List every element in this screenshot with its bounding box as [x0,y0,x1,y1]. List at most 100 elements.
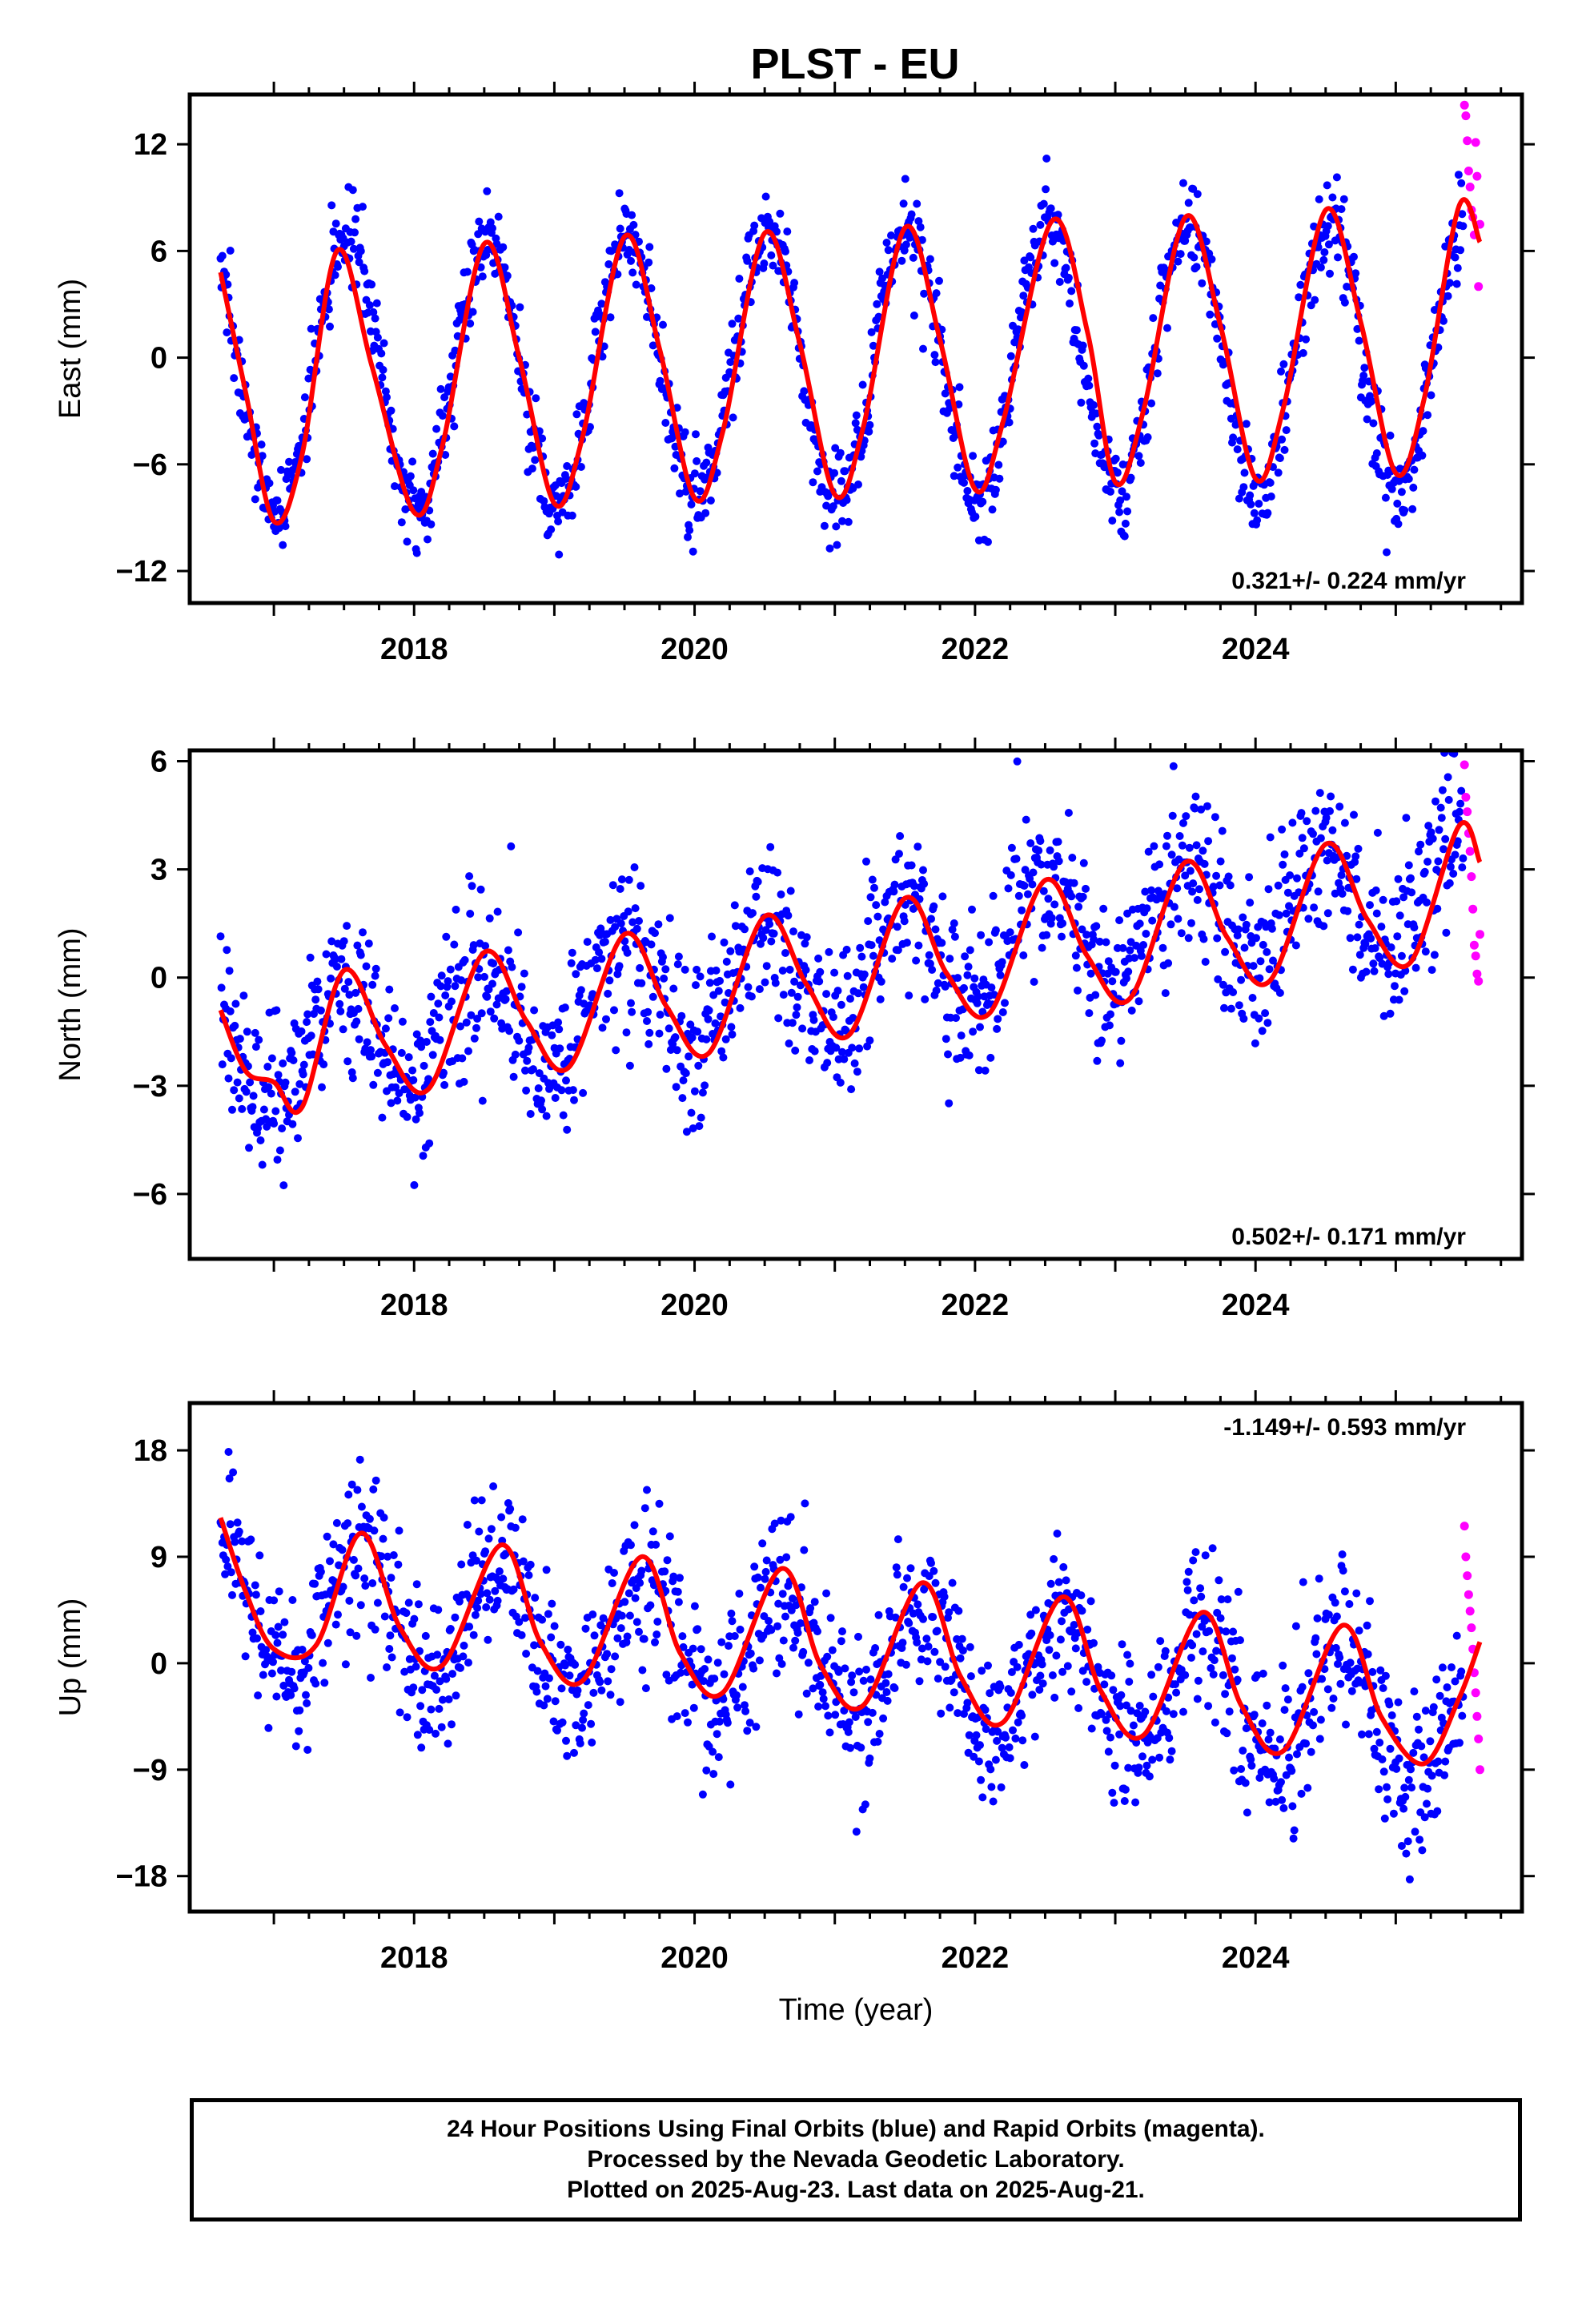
north-final-point [1261,1009,1270,1018]
up-final-point [844,1727,853,1736]
east-final-point [867,328,876,336]
north-final-point [1162,842,1170,850]
up-final-point [690,1602,699,1610]
north-final-point [289,1056,298,1064]
up-final-point [280,1618,289,1626]
up-final-point [373,1598,382,1607]
north-final-point [1026,839,1035,847]
east-final-point [729,413,737,422]
up-final-point [677,1668,685,1677]
north-final-point [467,1011,476,1019]
east-final-point [484,245,492,254]
up-final-point [1018,1736,1027,1745]
east-rapid-point [1461,111,1471,121]
up-final-point [396,1708,404,1717]
east-plot-frame [187,92,1524,605]
north-final-point [332,963,341,971]
north-final-point [1013,757,1022,766]
north-final-point [854,989,862,998]
up-final-point [726,1780,735,1789]
up-final-point [1423,1799,1431,1808]
east-final-point [701,509,710,517]
north-final-point [485,914,494,923]
up-final-point [709,1747,717,1756]
north-final-point [1384,970,1393,979]
north-final-point [270,1120,279,1128]
east-rate-label: 0.321+/- 0.224 mm/yr [1231,568,1466,594]
north-final-point [1362,967,1371,976]
up-final-point [1250,1711,1259,1719]
up-final-point [1433,1807,1442,1815]
up-final-point [946,1703,954,1712]
north-final-point [1240,943,1249,952]
north-final-point [903,939,911,947]
north-final-point [1234,925,1243,934]
north-final-point [437,971,446,980]
up-final-point [361,1582,370,1590]
up-final-point [368,1579,377,1587]
east-final-point [1394,520,1403,529]
up-final-point [1427,1771,1436,1780]
up-final-point [511,1523,520,1532]
east-final-point [468,308,477,316]
up-final-point [1190,1596,1199,1605]
up-final-point [814,1703,823,1711]
north-final-point [1105,1021,1114,1030]
up-final-point [487,1525,496,1534]
east-y-tick-label: −12 [116,555,167,589]
up-final-point [1280,1706,1289,1715]
north-final-point [720,938,729,947]
east-final-point [441,451,450,459]
east-final-point [1282,426,1291,435]
up-final-point [241,1652,250,1661]
up-final-point [792,1601,801,1610]
north-final-point [644,1007,652,1016]
up-final-point [326,1557,334,1566]
up-final-point [1452,1631,1461,1640]
north-final-point [1379,895,1387,904]
up-final-point [323,1638,332,1647]
north-final-point [1258,1027,1267,1035]
north-final-point [462,1018,471,1027]
north-rapid-point [1474,976,1484,986]
north-final-point [481,942,490,951]
up-final-point [859,1676,868,1685]
north-final-point [391,1004,399,1012]
north-final-point [900,917,909,926]
up-final-point [646,1601,655,1610]
north-final-point [722,957,731,966]
north-final-point [960,983,968,992]
north-final-point [404,1053,413,1062]
up-final-point [1038,1660,1046,1669]
north-final-point [837,1000,845,1009]
up-final-point [517,1630,526,1639]
up-final-point [1056,1635,1065,1644]
up-final-point [1355,1626,1363,1635]
north-final-point [985,938,994,947]
north-final-point [788,1019,797,1027]
north-final-point [1036,837,1045,846]
up-final-point [1421,1707,1430,1715]
up-final-point [1397,1842,1406,1850]
north-final-point [504,946,512,955]
up-final-point [433,1651,442,1659]
up-data-points [216,1448,1484,1884]
east-final-point [572,482,580,491]
up-final-point [917,1644,926,1653]
up-final-point [846,1743,854,1752]
north-final-point [778,967,787,975]
east-final-point [644,258,653,267]
north-final-point [1197,805,1206,814]
up-final-point [741,1701,749,1710]
up-final-point [1142,1761,1151,1770]
up-final-point [354,1564,363,1573]
north-final-point [600,938,609,946]
north-final-point [853,1068,861,1076]
up-final-point [1018,1711,1026,1720]
up-final-point [1386,1744,1395,1753]
east-final-point [331,271,339,279]
east-final-point [1235,494,1243,503]
up-final-point [1415,1835,1424,1844]
